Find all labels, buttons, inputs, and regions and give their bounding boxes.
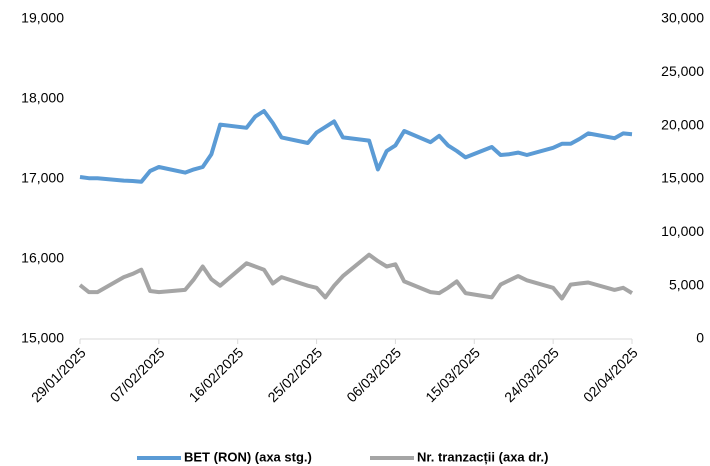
y-tick-label: 16,000 (21, 250, 64, 266)
y2-tick-label: 30,000 (661, 10, 704, 26)
y2-tick-label: 10,000 (661, 223, 704, 239)
legend-label: BET (RON) (axa stg.) (184, 449, 312, 464)
y-tick-label: 18,000 (21, 90, 64, 106)
x-tick-label: 24/03/2025 (501, 344, 562, 405)
x-tick-label: 06/03/2025 (343, 344, 404, 405)
y2-tick-label: 0 (696, 330, 704, 346)
x-tick-label: 15/03/2025 (422, 344, 483, 405)
series-line (79, 109, 633, 184)
y2-tick-label: 5,000 (669, 276, 704, 292)
legend-label: Nr. tranzacții (axa dr.) (417, 449, 549, 464)
x-tick-label: 29/01/2025 (28, 344, 89, 405)
y2-tick-label: 25,000 (661, 63, 704, 79)
y2-tick-label: 15,000 (661, 170, 704, 186)
y-tick-label: 15,000 (21, 330, 64, 346)
y2-tick-label: 20,000 (661, 116, 704, 132)
x-tick-label: 25/02/2025 (264, 344, 325, 405)
series-line (78, 252, 634, 301)
x-tick-label: 02/04/2025 (580, 344, 641, 405)
y-tick-label: 19,000 (21, 10, 64, 26)
x-tick-label: 07/02/2025 (107, 344, 168, 405)
x-tick-label: 16/02/2025 (186, 344, 247, 405)
y-tick-label: 17,000 (21, 170, 64, 186)
